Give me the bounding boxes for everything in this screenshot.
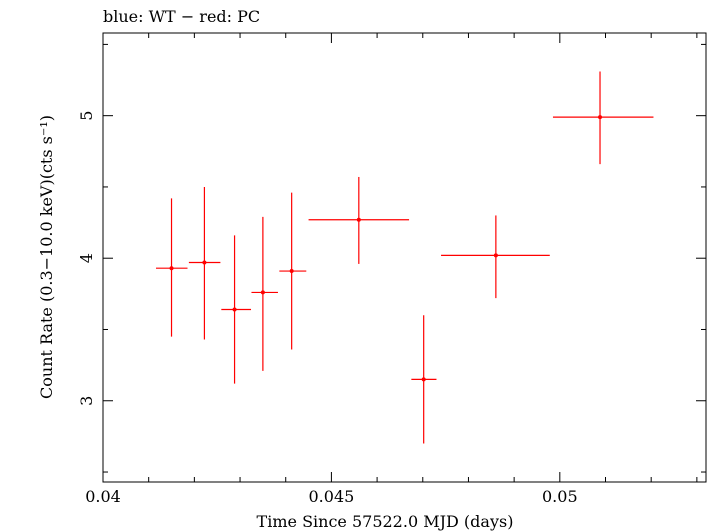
point-marker [232, 307, 237, 312]
y-tick-label: 3 [77, 396, 96, 406]
point-marker [421, 377, 426, 382]
chart-title: blue: WT − red: PC [103, 7, 260, 26]
data-point [441, 215, 550, 299]
point-marker [493, 253, 498, 258]
x-tick-label: 0.05 [542, 487, 578, 506]
y-axis-label: Count Rate (0.3−10.0 keV)(cts s⁻¹) [37, 115, 56, 399]
y-tick-label: 4 [77, 253, 96, 263]
x-tick-label: 0.04 [85, 487, 121, 506]
data-point [155, 198, 188, 337]
point-marker [289, 269, 294, 274]
axis-tick-labels: 0.04 0.045 0.05 3 4 5 [77, 111, 578, 506]
data-point [221, 235, 252, 384]
point-marker [260, 290, 265, 295]
data-point [552, 71, 654, 165]
data-point [411, 315, 437, 444]
axis-ticks [102, 33, 706, 482]
data-points [155, 71, 654, 444]
point-marker [169, 266, 174, 271]
data-point [251, 216, 278, 371]
plot-frame [102, 32, 707, 483]
data-point [279, 192, 307, 350]
x-axis-label: Time Since 57522.0 MJD (days) [257, 512, 514, 531]
point-marker [598, 115, 603, 120]
data-point [188, 186, 221, 340]
y-tick-label: 5 [77, 111, 96, 121]
data-point [308, 176, 410, 264]
point-marker [202, 260, 207, 265]
x-tick-label: 0.045 [309, 487, 355, 506]
point-marker [356, 217, 361, 222]
